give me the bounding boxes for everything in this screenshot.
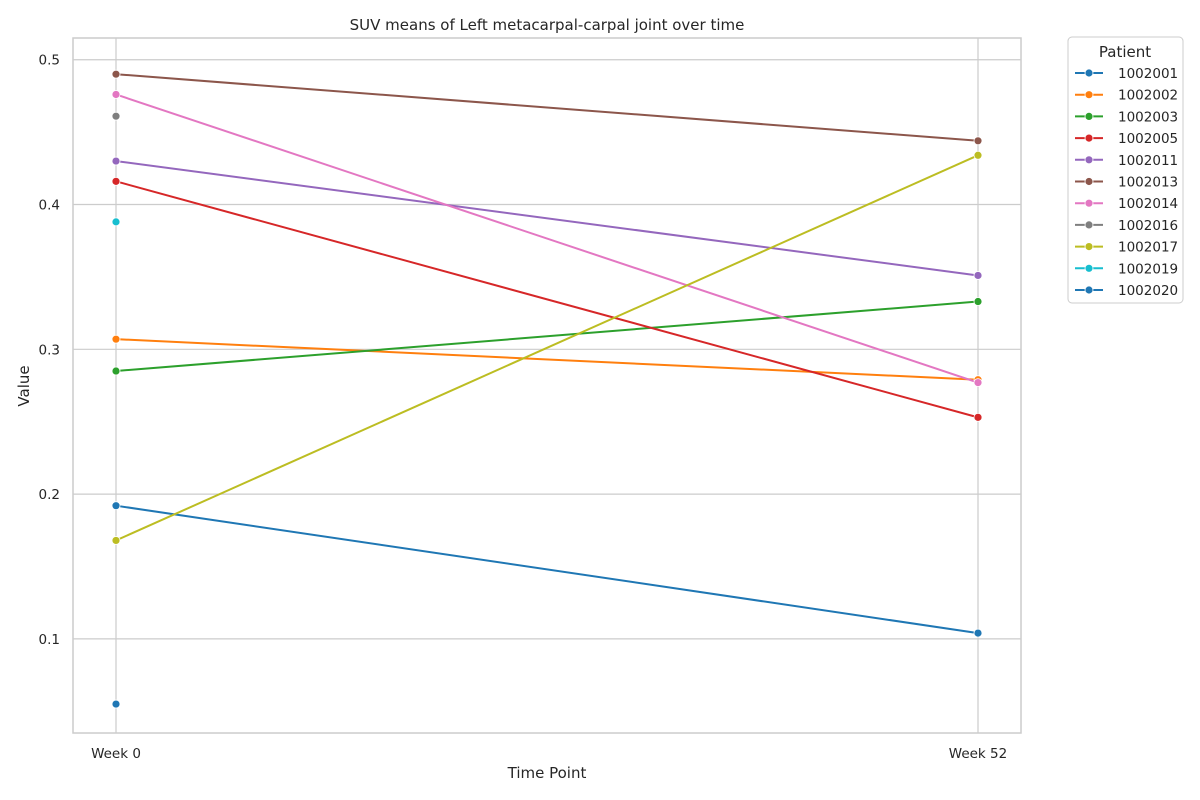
legend-marker-1002020: [1084, 285, 1094, 295]
legend-marker-1002014: [1084, 198, 1094, 208]
legend-label-1002002: 1002002: [1118, 88, 1178, 104]
legend-label-1002016: 1002016: [1118, 218, 1178, 234]
x-tick-week-0: Week 0: [91, 746, 141, 762]
legend-label-1002014: 1002014: [1118, 196, 1178, 212]
y-axis-ticks: 0.1 0.2 0.3 0.4 0.5: [39, 53, 60, 648]
series-points: [111, 69, 983, 709]
legend-marker-1002003: [1084, 112, 1094, 121]
data-point-1002013: [973, 136, 983, 146]
data-point-1002016: [111, 111, 121, 121]
series-line-1002011: [115, 160, 979, 277]
data-point-1002017: [973, 150, 983, 160]
data-point-1002014: [111, 90, 121, 99]
legend-marker-1002002: [1084, 90, 1094, 100]
legend-label-1002003: 1002003: [1118, 109, 1178, 125]
series-line-1002003: [115, 300, 979, 373]
series-line-1002013: [115, 73, 979, 142]
data-point-1002005: [973, 412, 983, 422]
legend-marker-1002019: [1084, 263, 1094, 273]
data-point-1002017: [111, 536, 121, 545]
legend: Patient 10020011002002100200310020051002…: [1067, 36, 1184, 304]
legend-label-1002013: 1002013: [1118, 175, 1178, 191]
legend-label-1002019: 1002019: [1118, 261, 1178, 277]
legend-marker-1002005: [1084, 133, 1094, 143]
y-tick-label: 0.3: [39, 342, 60, 358]
data-point-1002014: [973, 378, 983, 388]
data-point-1002003: [973, 297, 983, 306]
series-line-1002017: [115, 154, 979, 542]
data-point-1002020: [111, 699, 121, 709]
data-point-1002011: [111, 156, 121, 166]
data-point-1002011: [973, 271, 983, 280]
legend-items: 1002001 1002002 1002003 1002005 1002011 10020…: [1075, 66, 1178, 299]
legend-label-1002017: 1002017: [1118, 240, 1178, 256]
data-point-1002001: [973, 628, 983, 638]
data-point-1002013: [111, 69, 121, 79]
series-line-1002001: [115, 504, 979, 635]
y-tick-label: 0.1: [39, 632, 60, 648]
legend-marker-1002001: [1084, 68, 1094, 78]
y-tick-label: 0.5: [39, 53, 60, 69]
y-tick-label: 0.4: [39, 198, 60, 214]
series-lines: [115, 73, 979, 635]
legend-label-1002011: 1002011: [1118, 153, 1178, 169]
data-point-1002019: [111, 217, 121, 227]
plot-area: Week 0 Week 52 0.1 0.2 0.3 0.4 0.5: [39, 37, 1022, 762]
legend-marker-1002011: [1084, 155, 1094, 165]
series-line-1002002: [115, 338, 979, 381]
data-point-1002002: [111, 334, 121, 344]
data-point-1002001: [111, 501, 121, 511]
legend-label-1002005: 1002005: [1118, 131, 1178, 147]
legend-title: Patient: [1099, 43, 1151, 61]
legend-box: [1067, 36, 1184, 304]
chart-title: SUV means of Left metacarpal-carpal join…: [350, 16, 745, 34]
legend-label-1002001: 1002001: [1118, 66, 1178, 82]
plot-frame: [72, 37, 1022, 734]
data-point-1002003: [111, 366, 121, 376]
series-line-1002005: [115, 180, 979, 419]
x-tick-week-52: Week 52: [949, 746, 1007, 762]
grid: [73, 38, 1021, 733]
legend-marker-1002013: [1084, 177, 1094, 186]
x-axis-label: Time Point: [507, 764, 587, 782]
legend-label-1002020: 1002020: [1118, 283, 1178, 299]
legend-marker-1002016: [1084, 220, 1094, 230]
data-point-1002005: [111, 176, 121, 186]
x-axis-ticks: Week 0 Week 52: [91, 746, 1007, 762]
series-line-1002014: [115, 93, 979, 384]
legend-marker-1002017: [1084, 242, 1094, 252]
y-tick-label: 0.2: [39, 487, 60, 503]
y-axis-label: Value: [15, 365, 33, 406]
